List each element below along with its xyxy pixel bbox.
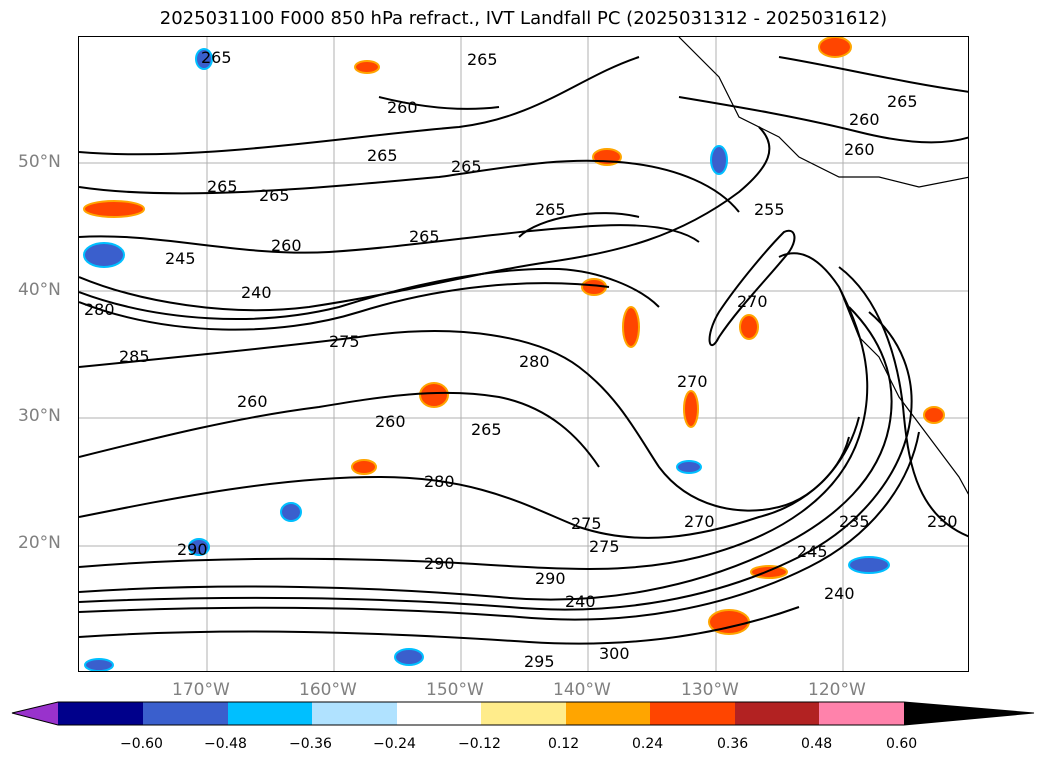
contour-label: 260 <box>237 392 268 411</box>
contour-label: 290 <box>424 554 455 573</box>
colorbar-segment <box>143 702 228 725</box>
colorbar-segment <box>566 702 650 725</box>
colorbar-tick-label: 0.24 <box>632 736 664 752</box>
contour-label: 280 <box>424 472 455 491</box>
colorbar-tick-label: 0.36 <box>717 736 749 752</box>
colorbar-extend-max <box>904 702 1034 725</box>
lon-label-130w: 130°W <box>681 680 739 700</box>
lon-label-120w: 120°W <box>808 680 866 700</box>
contour-label: 270 <box>737 292 768 311</box>
colorbar-segment <box>312 702 397 725</box>
anomaly-shading <box>83 37 945 671</box>
map-panel[interactable]: 265 265 260 265 260 265 265 265 265 265 … <box>78 36 969 672</box>
contour-label: 290 <box>535 569 566 588</box>
lat-label-30n: 30°N <box>18 406 61 426</box>
lon-label-160w: 160°W <box>299 680 357 700</box>
contour-label: 260 <box>844 140 875 159</box>
colorbar-segment <box>735 702 819 725</box>
contour-label: 285 <box>119 347 150 366</box>
contour-label: 260 <box>375 412 406 431</box>
lon-label-140w: 140°W <box>553 680 611 700</box>
colorbar-outline <box>11 701 1035 726</box>
colorbar-segment <box>58 702 143 725</box>
contour-label: 300 <box>599 644 630 663</box>
contour-label: 260 <box>271 236 302 255</box>
colorbar-tick-label: 0.48 <box>801 736 833 752</box>
contour-label: 260 <box>849 110 880 129</box>
colorbar-segment <box>481 702 566 725</box>
contour-label: 255 <box>754 200 785 219</box>
contour-labels: 265 265 260 265 260 265 265 265 265 265 … <box>84 48 958 671</box>
lon-label-170w: 170°W <box>172 680 230 700</box>
colorbar <box>11 701 1035 726</box>
colorbar-tick-label: −0.48 <box>204 736 247 752</box>
contour-label: 290 <box>177 540 208 559</box>
contour-label: 245 <box>165 249 196 268</box>
contour-label: 265 <box>409 227 440 246</box>
lat-label-40n: 40°N <box>18 280 61 300</box>
lon-label-150w: 150°W <box>426 680 484 700</box>
contour-label: 265 <box>471 420 502 439</box>
contour-label: 265 <box>207 177 238 196</box>
colorbar-extend-min <box>12 702 58 725</box>
colorbar-tick-label: 0.12 <box>548 736 580 752</box>
colorbar-segment <box>650 702 735 725</box>
lat-label-20n: 20°N <box>18 533 61 553</box>
map-title: 2025031100 F000 850 hPa refract., IVT La… <box>159 8 888 29</box>
contour-label: 275 <box>589 537 620 556</box>
contour-label: 265 <box>259 186 290 205</box>
colorbar-segment <box>819 702 904 725</box>
contour-label: 245 <box>797 542 828 561</box>
contour-label: 265 <box>451 157 482 176</box>
contour-label: 275 <box>571 514 602 533</box>
contour-label: 240 <box>824 584 855 603</box>
contour-label: 270 <box>677 372 708 391</box>
contour-label: 240 <box>241 283 272 302</box>
contour-label: 275 <box>329 332 360 351</box>
colorbar-tick-label: −0.60 <box>120 736 163 752</box>
colorbar-segment <box>397 702 481 725</box>
contour-label: 265 <box>535 200 566 219</box>
contour-label: 265 <box>367 146 398 165</box>
refractivity-contours <box>79 56 968 645</box>
colorbar-tick-label: −0.36 <box>289 736 332 752</box>
graticule <box>79 37 968 671</box>
lat-label-50n: 50°N <box>18 152 61 172</box>
contour-label: 230 <box>927 512 958 531</box>
contour-label: 235 <box>839 512 870 531</box>
colorbar-tick-label: −0.24 <box>373 736 416 752</box>
contour-label: 240 <box>565 592 596 611</box>
contour-label: 265 <box>201 48 232 67</box>
colorbar-segment <box>228 702 312 725</box>
contour-label: 280 <box>84 300 115 319</box>
contour-label: 265 <box>467 50 498 69</box>
contour-label: 260 <box>387 98 418 117</box>
colorbar-tick-label: −0.12 <box>458 736 501 752</box>
contour-label: 295 <box>524 652 555 671</box>
contour-label: 265 <box>887 92 918 111</box>
colorbar-tick-label: 0.60 <box>886 736 918 752</box>
map-plot[interactable]: 265 265 260 265 260 265 265 265 265 265 … <box>79 37 969 672</box>
contour-label: 280 <box>519 352 550 371</box>
contour-label: 270 <box>684 512 715 531</box>
